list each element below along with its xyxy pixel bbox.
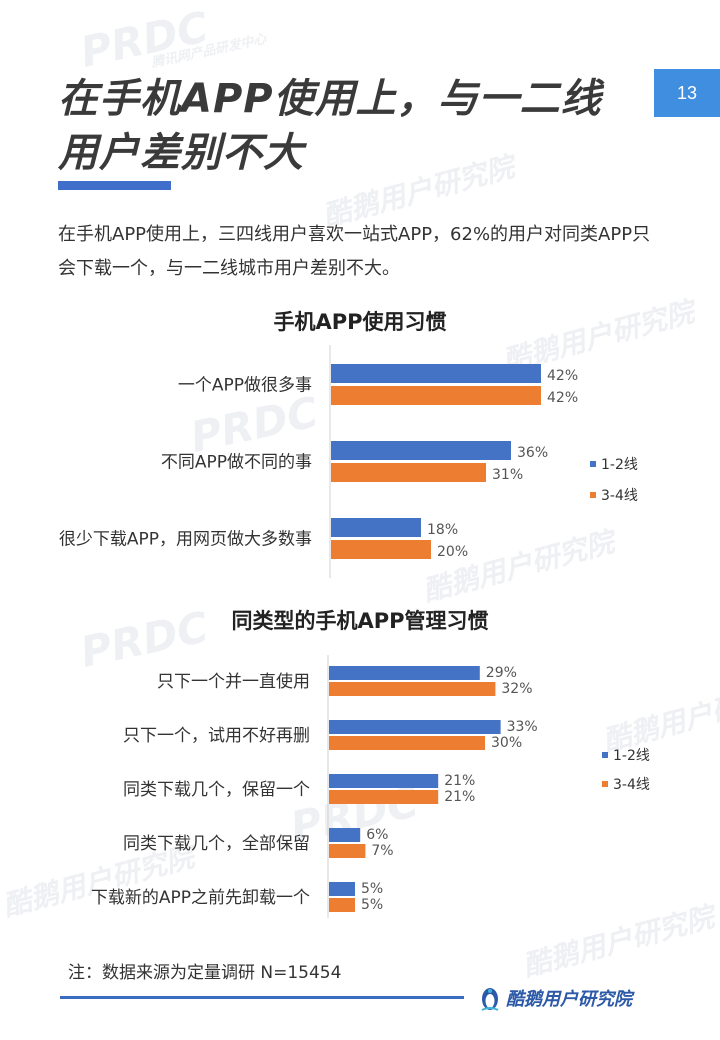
bar (329, 844, 366, 858)
bar (329, 790, 439, 804)
data-label: 42% (547, 390, 578, 406)
category-label: 只下一个并一直使用 (157, 671, 310, 692)
bar (329, 736, 485, 750)
legend-swatch (590, 461, 596, 467)
brand-name: 酷鹅用户研究院 (506, 989, 632, 1010)
data-label: 42% (547, 368, 578, 384)
data-label: 5% (361, 881, 383, 897)
chart-app-usage-habits: 一个APP做很多事 42% 42% 不同APP做不同的事 36% 31% 很少下载APP，用… (59, 345, 638, 578)
bar (331, 463, 486, 482)
bar (331, 441, 511, 460)
category-label: 同类下载几个，全部保留 (123, 834, 310, 854)
legend-swatch (602, 781, 608, 787)
bar (329, 720, 501, 734)
page-title: 在手机APP使用上，与一二线用户差别不大 (58, 76, 602, 176)
category-label: 一个APP做很多事 (178, 376, 312, 396)
data-label: 18% (427, 522, 458, 538)
legend-label: 1-2线 (601, 457, 638, 473)
brand-logo: 酷鹅用户研究院 (478, 983, 632, 1013)
bar (329, 666, 480, 680)
chart-2-title: 同类型的手机APP管理习惯 (231, 609, 489, 633)
data-label: 31% (492, 467, 523, 483)
intro-paragraph: 在手机APP使用上，三四线用户喜欢一站式APP，62%的用户对同类APP只会下载… (58, 224, 651, 279)
category-label: 同类下载几个，保留一个 (123, 780, 310, 800)
bar (331, 540, 431, 559)
data-label: 21% (444, 789, 475, 805)
bar (329, 882, 355, 896)
legend-swatch (602, 752, 608, 758)
legend-label: 3-4线 (601, 488, 638, 504)
page-number: 13 (654, 69, 720, 117)
legend-label: 1-2线 (613, 748, 650, 764)
bar (331, 386, 541, 405)
chart-app-management-habits: 只下一个并一直使用 29%32% 只下一个，试用不好再删 33%30% 同类下载几个，保… (91, 655, 650, 918)
category-label: 只下一个，试用不好再删 (123, 726, 310, 746)
bar (331, 364, 541, 383)
category-label: 下载新的APP之前先卸载一个 (91, 888, 310, 908)
data-label: 29% (486, 665, 517, 681)
footer-line (60, 996, 464, 999)
data-label: 33% (507, 719, 538, 735)
data-source-note: 注：数据来源为定量调研 N=15454 (68, 963, 342, 983)
bar (329, 828, 361, 842)
data-label: 32% (501, 681, 532, 697)
data-label: 20% (437, 544, 468, 560)
bar (329, 682, 496, 696)
legend-swatch (590, 492, 596, 498)
data-label: 30% (491, 735, 522, 751)
data-label: 5% (361, 897, 383, 913)
bar (329, 898, 355, 912)
data-label: 6% (366, 827, 388, 843)
bar (331, 518, 421, 537)
category-label: 不同APP做不同的事 (161, 453, 312, 473)
bar (329, 774, 439, 788)
chart-1-title: 手机APP使用习惯 (273, 310, 447, 334)
category-label: 很少下载APP，用网页做大多数事 (59, 530, 312, 550)
watermark-prdc: PRDC (76, 2, 213, 77)
data-label: 7% (371, 843, 393, 859)
data-label: 21% (444, 773, 475, 789)
data-label: 36% (517, 445, 548, 461)
legend-label: 3-4线 (613, 777, 650, 793)
penguin-logo-icon (481, 988, 499, 1011)
title-underline (58, 181, 171, 190)
